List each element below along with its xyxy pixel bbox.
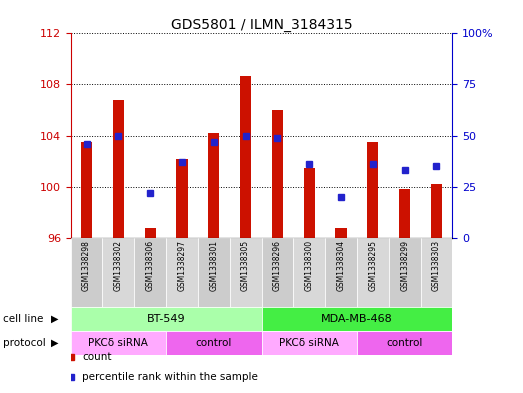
Bar <box>176 158 188 238</box>
Text: GSM1338297: GSM1338297 <box>177 240 187 291</box>
Bar <box>71 238 103 307</box>
Text: PKCδ siRNA: PKCδ siRNA <box>279 338 339 348</box>
Bar <box>357 238 389 307</box>
Bar <box>367 142 379 238</box>
Text: ▶: ▶ <box>51 314 59 324</box>
Bar <box>272 110 283 238</box>
Text: GSM1338299: GSM1338299 <box>400 240 409 291</box>
Text: GSM1338305: GSM1338305 <box>241 240 250 291</box>
Bar <box>208 133 219 238</box>
Text: BT-549: BT-549 <box>147 314 185 324</box>
Text: count: count <box>82 352 111 362</box>
Text: control: control <box>196 338 232 348</box>
Bar <box>262 307 452 331</box>
Text: GSM1338302: GSM1338302 <box>114 240 123 291</box>
Bar <box>431 184 442 238</box>
Text: GSM1338306: GSM1338306 <box>145 240 155 291</box>
Text: ▶: ▶ <box>51 338 59 348</box>
Bar <box>103 238 134 307</box>
Bar <box>166 331 262 355</box>
Text: GSM1338296: GSM1338296 <box>273 240 282 291</box>
Bar <box>335 228 347 238</box>
Text: cell line: cell line <box>3 314 43 324</box>
Text: GSM1338298: GSM1338298 <box>82 240 91 291</box>
Bar <box>134 238 166 307</box>
Text: control: control <box>386 338 423 348</box>
Text: GSM1338304: GSM1338304 <box>336 240 346 291</box>
Text: percentile rank within the sample: percentile rank within the sample <box>82 372 258 382</box>
Text: protocol: protocol <box>3 338 46 348</box>
Bar <box>399 189 410 238</box>
Bar <box>357 331 452 355</box>
Bar <box>230 238 262 307</box>
Bar <box>293 238 325 307</box>
Bar <box>389 238 420 307</box>
Title: GDS5801 / ILMN_3184315: GDS5801 / ILMN_3184315 <box>170 18 353 32</box>
Bar <box>198 238 230 307</box>
Bar <box>81 142 92 238</box>
Bar <box>71 331 166 355</box>
Bar <box>166 238 198 307</box>
Text: PKCδ siRNA: PKCδ siRNA <box>88 338 148 348</box>
Bar <box>420 238 452 307</box>
Bar <box>262 238 293 307</box>
Bar <box>113 100 124 238</box>
Text: GSM1338303: GSM1338303 <box>432 240 441 291</box>
Text: MDA-MB-468: MDA-MB-468 <box>321 314 393 324</box>
Text: GSM1338301: GSM1338301 <box>209 240 218 291</box>
Bar <box>304 167 315 238</box>
Bar <box>240 75 251 238</box>
Bar <box>325 238 357 307</box>
Text: GSM1338295: GSM1338295 <box>368 240 378 291</box>
Bar <box>144 228 156 238</box>
Bar <box>262 331 357 355</box>
Text: GSM1338300: GSM1338300 <box>305 240 314 291</box>
Bar <box>71 307 262 331</box>
